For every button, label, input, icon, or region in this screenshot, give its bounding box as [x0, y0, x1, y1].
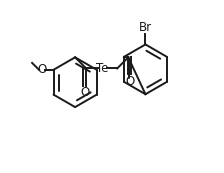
Text: O: O	[37, 63, 46, 76]
Text: O: O	[80, 86, 89, 99]
Text: O: O	[125, 75, 134, 88]
Text: Te: Te	[96, 62, 109, 75]
Text: Br: Br	[139, 21, 152, 34]
